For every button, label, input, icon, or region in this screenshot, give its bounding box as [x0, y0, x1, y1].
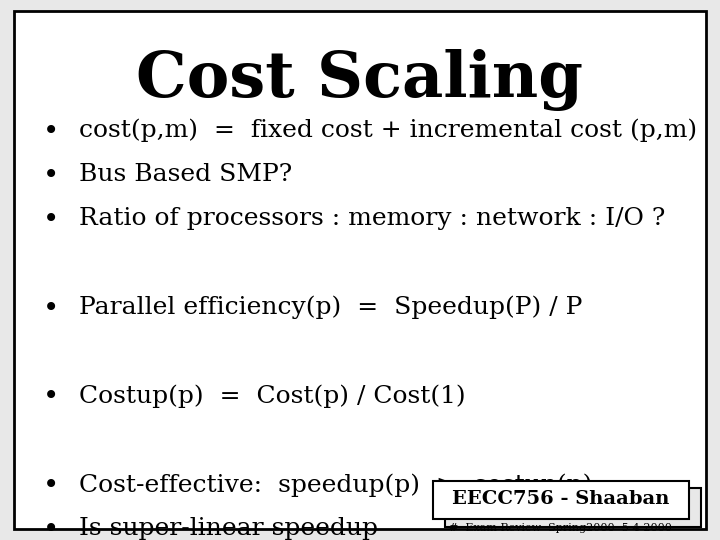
Text: #  Exam Review  Spring2000  5-4-2000: # Exam Review Spring2000 5-4-2000: [449, 523, 672, 533]
Text: Cost Scaling: Cost Scaling: [137, 49, 583, 111]
FancyBboxPatch shape: [14, 11, 706, 529]
Text: •: •: [43, 384, 60, 411]
Text: Ratio of processors : memory : network : I/O ?: Ratio of processors : memory : network :…: [79, 207, 665, 231]
Text: •: •: [43, 517, 60, 540]
Text: cost(p,m)  =  fixed cost + incremental cost (p,m): cost(p,m) = fixed cost + incremental cos…: [79, 119, 698, 143]
Text: EECC756 - Shaaban: EECC756 - Shaaban: [452, 490, 670, 508]
Text: •: •: [43, 473, 60, 500]
Text: Parallel efficiency(p)  =  Speedup(P) / P: Parallel efficiency(p) = Speedup(P) / P: [79, 296, 582, 320]
Text: Cost-effective:  speedup(p)  >  costup(p): Cost-effective: speedup(p) > costup(p): [79, 473, 593, 497]
Text: •: •: [43, 119, 60, 146]
Text: •: •: [43, 163, 60, 190]
Text: Bus Based SMP?: Bus Based SMP?: [79, 163, 292, 186]
Text: •: •: [43, 296, 60, 323]
Text: Costup(p)  =  Cost(p) / Cost(1): Costup(p) = Cost(p) / Cost(1): [79, 384, 466, 408]
FancyBboxPatch shape: [445, 488, 701, 526]
Text: Is super-linear speedup: Is super-linear speedup: [79, 517, 378, 540]
FancyBboxPatch shape: [433, 481, 689, 519]
Text: •: •: [43, 207, 60, 234]
